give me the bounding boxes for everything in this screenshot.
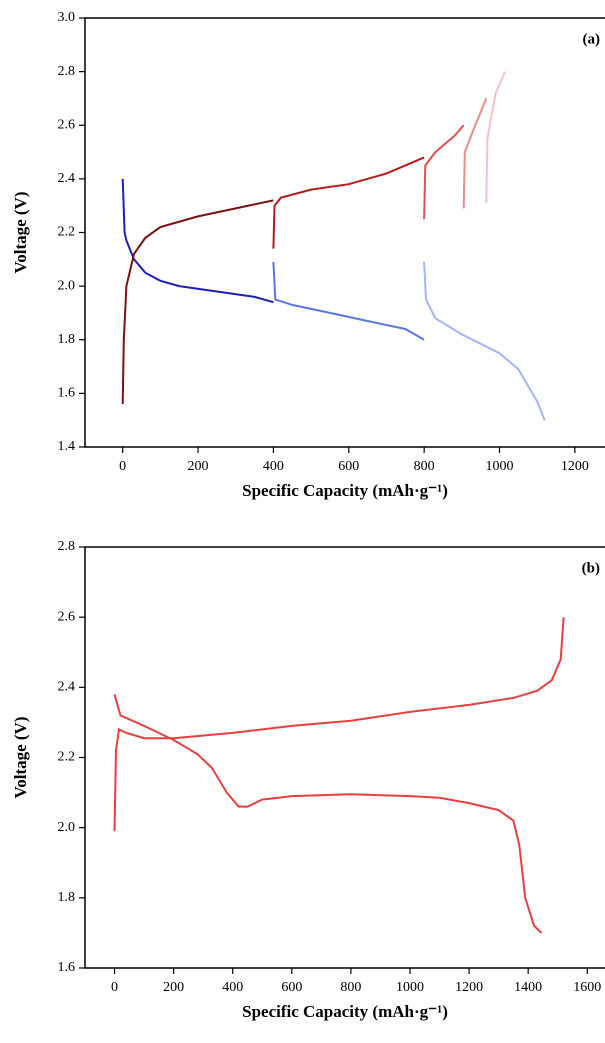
y-tick-label: 1.8 xyxy=(58,890,76,905)
y-tick-label: 2.8 xyxy=(58,64,76,79)
x-tick-label: 1200 xyxy=(455,980,483,995)
data-line xyxy=(113,617,565,832)
y-tick-label: 2.6 xyxy=(58,117,76,132)
y-axis-label: Voltage (V) xyxy=(11,717,30,799)
y-tick-label: 2.6 xyxy=(58,609,76,624)
data-line xyxy=(121,178,274,304)
data-line xyxy=(423,261,546,421)
y-tick-label: 2.2 xyxy=(58,750,76,765)
data-line xyxy=(462,98,488,209)
data-line xyxy=(423,124,465,220)
x-tick-label: 1000 xyxy=(396,980,424,995)
y-tick-label: 3.0 xyxy=(58,10,76,25)
x-tick-label: 600 xyxy=(281,980,302,995)
x-tick-label: 1000 xyxy=(485,459,513,474)
x-tick-label: 200 xyxy=(163,980,184,995)
y-tick-label: 1.6 xyxy=(58,960,76,975)
y-tick-label: 1.4 xyxy=(58,439,76,454)
data-line xyxy=(121,199,274,405)
y-tick-label: 2.0 xyxy=(58,278,76,293)
y-tick-label: 2.8 xyxy=(58,539,76,554)
x-tick-label: 200 xyxy=(188,459,209,474)
x-axis-label: Specific Capacity (mAh·g⁻¹) xyxy=(242,481,448,500)
y-axis-label: Voltage (V) xyxy=(11,192,30,274)
x-tick-label: 400 xyxy=(222,980,243,995)
y-tick-label: 2.4 xyxy=(58,680,76,695)
x-tick-label: 1200 xyxy=(561,459,589,474)
data-line xyxy=(272,156,425,249)
x-tick-label: 1400 xyxy=(514,980,542,995)
x-axis-label: Specific Capacity (mAh·g⁻¹) xyxy=(242,1002,448,1021)
y-tick-label: 1.8 xyxy=(58,332,76,347)
data-line xyxy=(272,261,425,341)
y-tick-label: 2.0 xyxy=(58,820,76,835)
x-tick-label: 600 xyxy=(338,459,359,474)
x-tick-label: 800 xyxy=(414,459,435,474)
x-tick-label: 400 xyxy=(263,459,284,474)
y-tick-label: 1.6 xyxy=(58,386,76,401)
x-tick-label: 0 xyxy=(119,459,126,474)
panel-label: (b) xyxy=(582,560,600,576)
panel-label: (a) xyxy=(583,31,601,47)
x-tick-label: 1600 xyxy=(573,980,601,995)
data-line xyxy=(113,694,543,934)
data-line xyxy=(485,71,507,204)
y-tick-label: 2.4 xyxy=(58,171,76,186)
x-tick-label: 800 xyxy=(340,980,361,995)
x-tick-label: 0 xyxy=(111,980,118,995)
y-tick-label: 2.2 xyxy=(58,225,76,240)
